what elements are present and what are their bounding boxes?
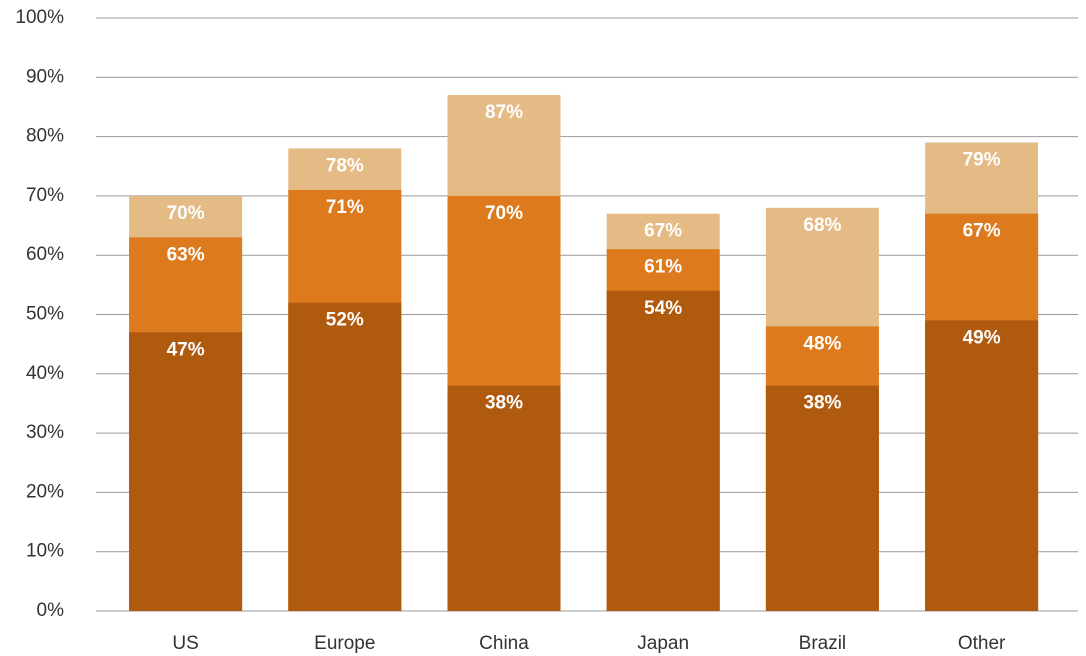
bar <box>288 302 402 611</box>
y-tick-label: 40% <box>26 363 64 384</box>
value-label: 54% <box>644 298 682 319</box>
y-tick-label: 60% <box>26 244 64 265</box>
y-tick-label: 70% <box>26 185 64 206</box>
y-tick-label: 50% <box>26 304 64 325</box>
y-tick-label: 90% <box>26 66 64 87</box>
x-tick-label: US <box>172 633 198 654</box>
value-label: 38% <box>485 393 523 414</box>
value-label: 79% <box>963 150 1001 171</box>
value-label: 70% <box>167 203 205 224</box>
value-label: 61% <box>644 256 682 277</box>
value-label: 49% <box>963 327 1001 348</box>
y-tick-label: 30% <box>26 422 64 443</box>
value-label: 47% <box>167 339 205 360</box>
value-label: 48% <box>803 333 841 354</box>
y-tick-label: 0% <box>37 600 65 621</box>
value-label: 67% <box>644 221 682 242</box>
x-tick-label: Europe <box>314 633 375 654</box>
value-label: 52% <box>326 310 364 331</box>
value-label: 78% <box>326 155 364 176</box>
x-tick-label: China <box>479 633 529 654</box>
value-label: 67% <box>963 221 1001 242</box>
bar <box>129 332 243 611</box>
x-tick-label: Japan <box>637 633 689 654</box>
bar <box>447 385 561 611</box>
value-label: 38% <box>803 393 841 414</box>
y-tick-label: 80% <box>26 126 64 147</box>
value-label: 87% <box>485 102 523 123</box>
value-label: 68% <box>803 215 841 236</box>
y-tick-label: 10% <box>26 541 64 562</box>
value-label: 71% <box>326 197 364 218</box>
x-tick-label: Other <box>958 633 1006 654</box>
y-tick-label: 20% <box>26 481 64 502</box>
bar <box>925 320 1039 611</box>
value-label: 70% <box>485 203 523 224</box>
x-tick-label: Brazil <box>799 633 847 654</box>
y-tick-label: 100% <box>15 7 64 28</box>
bar <box>606 290 720 611</box>
bar <box>765 385 879 611</box>
value-label: 63% <box>167 244 205 265</box>
